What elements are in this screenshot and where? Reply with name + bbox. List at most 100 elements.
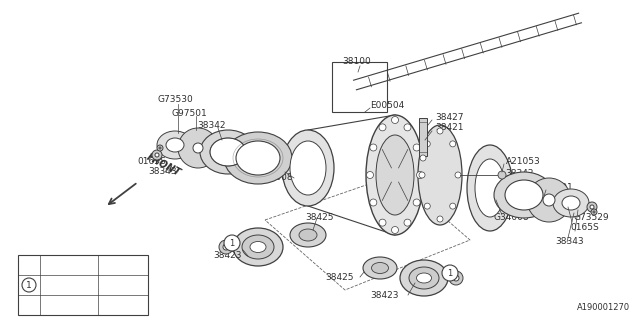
Text: D038022: D038022 [44,281,85,290]
Circle shape [392,116,399,124]
Text: G97501: G97501 [538,182,573,191]
Text: 38421: 38421 [435,124,463,132]
Ellipse shape [290,141,326,195]
Bar [332,62,387,112]
Text: FRONT: FRONT [145,152,182,178]
Text: 38427: 38427 [435,113,463,122]
Text: G34008: G34008 [257,173,292,182]
Text: 38342: 38342 [505,170,534,179]
Ellipse shape [562,196,580,210]
Ellipse shape [409,267,439,289]
Ellipse shape [210,138,246,166]
Ellipse shape [505,180,543,210]
Text: 1: 1 [447,268,452,277]
Text: G73530: G73530 [158,95,194,105]
Ellipse shape [366,115,424,235]
Circle shape [219,240,233,254]
Text: G34008: G34008 [494,213,530,222]
Text: 38425: 38425 [305,213,333,222]
Ellipse shape [400,260,448,296]
Circle shape [223,244,229,250]
Circle shape [379,219,386,226]
Text: E00504: E00504 [370,100,404,109]
Circle shape [527,178,571,222]
Text: T=1.05: T=1.05 [102,300,135,309]
Circle shape [413,199,420,206]
Circle shape [419,172,425,178]
Circle shape [193,143,203,153]
Text: G97501: G97501 [172,108,208,117]
Ellipse shape [418,125,462,225]
Circle shape [367,172,374,179]
Ellipse shape [299,229,317,241]
Ellipse shape [417,273,431,283]
Circle shape [450,203,456,209]
Ellipse shape [290,223,326,247]
Text: D038021: D038021 [44,260,85,269]
Ellipse shape [157,131,193,159]
Text: T=1.00: T=1.00 [102,281,135,290]
Text: D038023: D038023 [44,300,85,309]
Circle shape [498,171,506,179]
Circle shape [442,265,458,281]
Circle shape [159,147,161,149]
Text: 38425: 38425 [325,273,353,282]
Text: 38343: 38343 [148,167,177,177]
Ellipse shape [494,172,554,218]
Ellipse shape [282,130,334,206]
Circle shape [437,216,443,222]
Ellipse shape [236,141,280,175]
Circle shape [178,128,218,168]
Circle shape [392,227,399,234]
Circle shape [449,271,463,285]
Ellipse shape [376,135,414,215]
Circle shape [417,172,424,179]
Ellipse shape [250,242,266,252]
Circle shape [413,144,420,151]
Text: A21053: A21053 [506,157,541,166]
Text: 1: 1 [229,238,235,247]
Ellipse shape [200,130,256,174]
Text: 38423: 38423 [213,252,241,260]
Ellipse shape [467,145,513,231]
Circle shape [420,155,426,161]
Ellipse shape [371,262,388,274]
Bar [419,118,427,156]
Circle shape [404,219,411,226]
Text: G73529: G73529 [574,213,610,222]
Ellipse shape [242,235,274,259]
Circle shape [22,278,36,292]
Text: T=0.95: T=0.95 [102,260,135,269]
Circle shape [543,194,555,206]
Circle shape [424,203,430,209]
Circle shape [379,124,386,131]
Text: 0165S: 0165S [570,223,599,233]
Text: 38100: 38100 [342,58,371,67]
Circle shape [450,141,456,147]
Ellipse shape [224,132,292,184]
Circle shape [593,211,595,213]
Circle shape [157,145,163,151]
Text: 38342: 38342 [197,121,225,130]
Circle shape [370,199,377,206]
Text: 38423: 38423 [370,291,399,300]
Text: 38343: 38343 [555,237,584,246]
Circle shape [152,150,162,160]
Circle shape [404,124,411,131]
Circle shape [424,141,430,147]
Ellipse shape [166,138,184,152]
Ellipse shape [363,257,397,279]
Circle shape [437,128,443,134]
Ellipse shape [475,159,505,217]
Circle shape [590,205,594,209]
Circle shape [591,209,597,215]
Bar [18,255,148,315]
Text: 1: 1 [26,281,32,290]
Ellipse shape [233,228,283,266]
Text: 0165S: 0165S [137,157,166,166]
Circle shape [587,202,597,212]
Circle shape [370,144,377,151]
Ellipse shape [553,189,589,217]
Circle shape [455,172,461,178]
Text: A190001270: A190001270 [577,303,630,312]
